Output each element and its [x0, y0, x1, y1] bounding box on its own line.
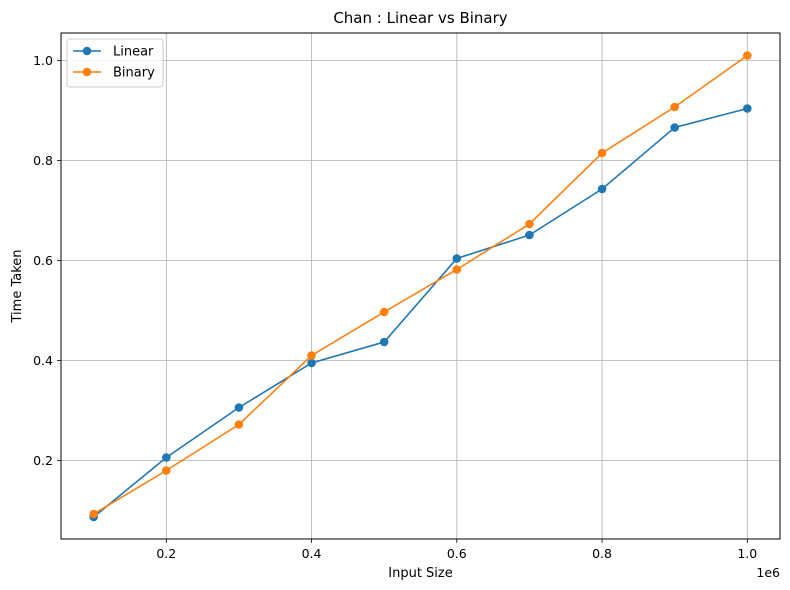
data-point-binary: [743, 51, 752, 60]
legend-item-linear: Linear: [73, 45, 154, 60]
data-point-linear: [234, 403, 244, 412]
data-point-linear: [452, 254, 462, 263]
data-point-binary: [379, 307, 389, 317]
y-axis-label: Time Taken: [10, 249, 25, 323]
series-linear: [89, 104, 752, 522]
data-point-binary: [452, 265, 462, 274]
ticks: 0.2 0.4 0.6 0.8 1.0 0.2 0.4 0.6 0.8 1.0: [33, 53, 757, 561]
data-point-binary: [597, 148, 607, 158]
data-point-binary: [162, 466, 171, 475]
data-point-binary: [670, 102, 679, 112]
y-tick-label: 0.6: [33, 253, 53, 268]
legend-marker-linear: [82, 46, 92, 56]
x-offset-label: 1e6: [756, 565, 780, 580]
chart-title: Chan : Linear vs Binary: [333, 9, 507, 27]
data-point-linear: [670, 123, 679, 132]
data-point-linear: [525, 230, 534, 240]
data-point-linear: [597, 184, 607, 194]
data-point-binary: [234, 420, 244, 429]
data-point-binary: [525, 219, 534, 229]
legend-label-linear: Linear: [113, 45, 154, 60]
data-point-linear: [307, 358, 316, 368]
x-tick-label: 1.0: [737, 546, 757, 561]
legend-marker-binary: [82, 67, 92, 77]
x-tick-label: 0.4: [302, 546, 322, 561]
x-tick-label: 0.6: [447, 546, 467, 561]
series-line-binary: [93, 54, 748, 515]
data-point-binary: [89, 509, 98, 519]
y-tick-label: 0.8: [33, 153, 53, 168]
legend-label-binary: Binary: [113, 66, 155, 81]
legend: Linear Binary: [66, 38, 164, 88]
x-axis-label: Input Size: [388, 566, 452, 581]
y-tick-label: 0.4: [33, 353, 53, 368]
data-point-binary: [307, 351, 316, 360]
plot-frame: [60, 32, 781, 540]
x-tick-label: 0.8: [592, 546, 612, 561]
series-layer: [89, 51, 752, 522]
data-point-linear: [379, 337, 389, 347]
y-tick-label: 1.0: [33, 53, 53, 68]
data-point-linear: [743, 104, 752, 113]
legend-item-binary: Binary: [73, 66, 155, 81]
series-binary: [89, 51, 752, 519]
series-line-linear: [93, 107, 748, 518]
x-tick-label: 0.2: [156, 546, 176, 561]
data-point-linear: [162, 453, 171, 462]
y-tick-label: 0.2: [33, 453, 53, 468]
